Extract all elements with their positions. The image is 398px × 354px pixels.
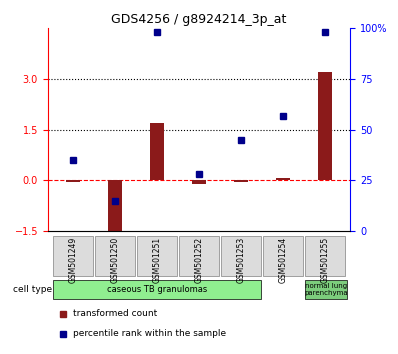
Bar xyxy=(107,181,122,241)
Text: GSM501250: GSM501250 xyxy=(111,237,119,284)
Text: normal lung
parenchyma: normal lung parenchyma xyxy=(304,283,348,296)
Bar xyxy=(234,181,248,182)
Bar xyxy=(192,181,206,184)
FancyBboxPatch shape xyxy=(305,280,347,298)
Bar xyxy=(276,178,291,181)
Text: GSM501252: GSM501252 xyxy=(195,237,203,283)
Text: percentile rank within the sample: percentile rank within the sample xyxy=(74,330,226,338)
FancyBboxPatch shape xyxy=(95,235,135,276)
FancyBboxPatch shape xyxy=(53,235,93,276)
Text: GSM501251: GSM501251 xyxy=(152,237,162,283)
Title: GDS4256 / g8924214_3p_at: GDS4256 / g8924214_3p_at xyxy=(111,13,287,26)
Text: GSM501249: GSM501249 xyxy=(68,237,78,284)
Bar xyxy=(66,181,80,182)
Text: caseous TB granulomas: caseous TB granulomas xyxy=(107,285,207,294)
Text: GSM501253: GSM501253 xyxy=(236,237,246,284)
FancyBboxPatch shape xyxy=(179,235,219,276)
FancyBboxPatch shape xyxy=(263,235,303,276)
Bar xyxy=(150,123,164,181)
FancyBboxPatch shape xyxy=(53,280,261,298)
FancyBboxPatch shape xyxy=(221,235,261,276)
FancyBboxPatch shape xyxy=(137,235,177,276)
Text: GSM501255: GSM501255 xyxy=(320,237,330,284)
Text: GSM501254: GSM501254 xyxy=(279,237,287,284)
Text: transformed count: transformed count xyxy=(74,309,158,318)
Bar xyxy=(318,72,332,181)
Text: cell type: cell type xyxy=(13,285,52,294)
FancyBboxPatch shape xyxy=(305,235,345,276)
